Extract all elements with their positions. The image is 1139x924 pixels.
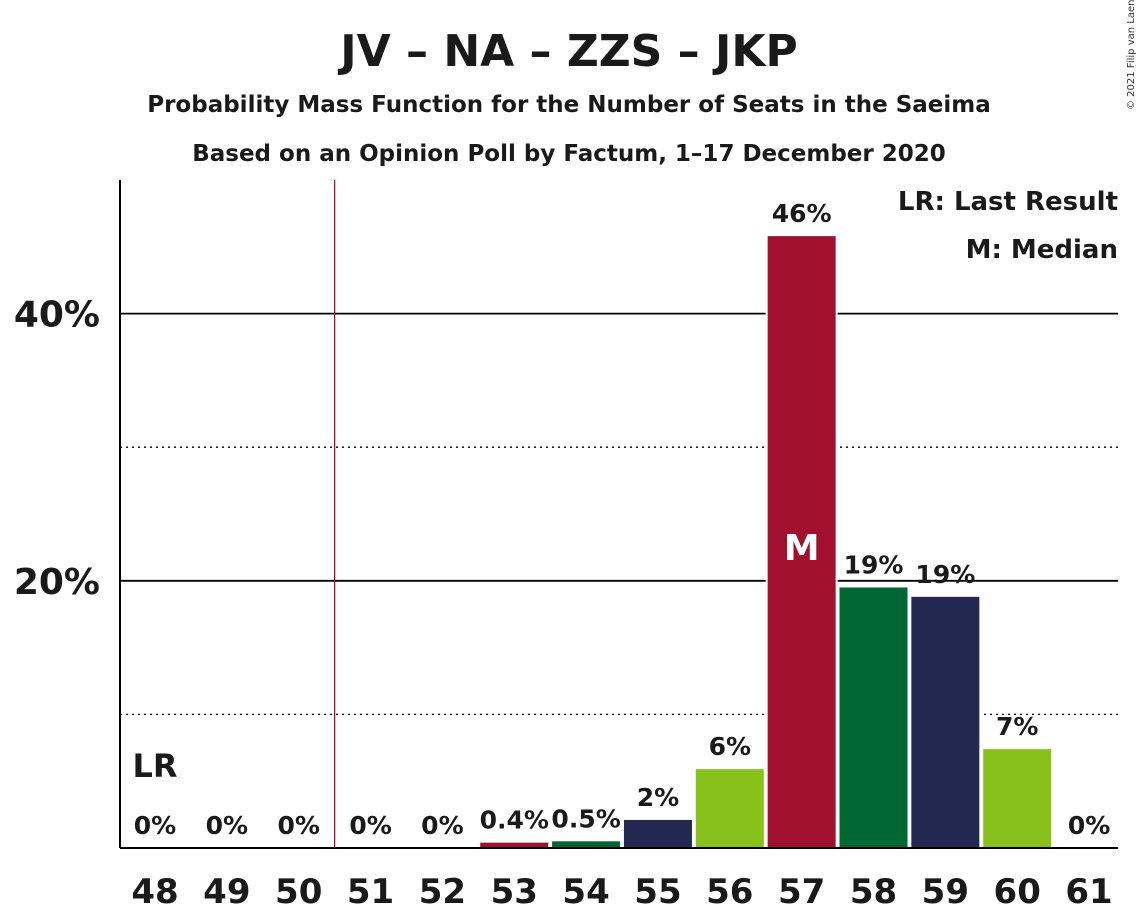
- data-label: 19%: [844, 550, 904, 579]
- gridlines: [120, 180, 1118, 848]
- bar-60: [983, 749, 1052, 848]
- bar-58: [839, 587, 908, 848]
- x-tick-label: 55: [634, 872, 681, 912]
- x-tick-label: 57: [778, 872, 825, 912]
- last-result-marker: LR: [132, 747, 177, 785]
- data-label: 0.4%: [480, 806, 549, 835]
- data-label: 19%: [915, 560, 975, 589]
- x-tick-label: 58: [850, 872, 897, 912]
- x-tick-label: 56: [706, 872, 753, 912]
- data-label: 0%: [134, 811, 176, 840]
- bar-54: [552, 841, 621, 848]
- x-tick-label: 54: [562, 872, 609, 912]
- x-tick-label: 49: [203, 872, 250, 912]
- copyright-notice: © 2021 Filip van Laenen: [1126, 0, 1137, 110]
- x-tick-label: 60: [994, 872, 1041, 912]
- data-label: 0%: [349, 811, 391, 840]
- data-label: 0.5%: [551, 804, 620, 833]
- data-label: 0%: [421, 811, 463, 840]
- data-label: 7%: [996, 712, 1038, 741]
- chart-title: JV – NA – ZZS – JKP: [337, 26, 797, 77]
- x-tick-label: 51: [347, 872, 394, 912]
- chart-subtitle: Probability Mass Function for the Number…: [147, 92, 991, 118]
- bar-59: [911, 596, 980, 848]
- legend-last-result: LR: Last Result: [898, 187, 1118, 217]
- data-label: 2%: [637, 783, 679, 812]
- x-tick-label: 50: [275, 872, 322, 912]
- data-label: 0%: [206, 811, 248, 840]
- chart-source: Based on an Opinion Poll by Factum, 1–17…: [192, 141, 946, 167]
- data-label: 0%: [277, 811, 319, 840]
- data-label: 0%: [1068, 811, 1110, 840]
- axes: 20% 40% 48 49 50 51 52 53 54 55 56 57 58 59 60 61: [14, 180, 1118, 912]
- x-tick-label: 53: [491, 872, 538, 912]
- data-labels: 0% 0% 0% 0% 0% 0.4% 0.5% 2% 6% 46% 19% 19% 7% 0% M LR: [132, 199, 1110, 840]
- bar-53: [480, 842, 549, 848]
- y-tick-label: 40%: [14, 295, 100, 336]
- x-tick-label: 52: [419, 872, 466, 912]
- legend-median: M: Median: [966, 235, 1118, 265]
- x-tick-label: 59: [922, 872, 969, 912]
- x-tick-label: 48: [131, 872, 178, 912]
- data-label: 6%: [709, 732, 751, 761]
- bar-56: [695, 769, 764, 848]
- bars: [478, 234, 1054, 848]
- bar-55: [623, 819, 692, 848]
- median-marker: M: [784, 528, 820, 569]
- y-tick-label: 20%: [14, 562, 100, 603]
- data-label: 46%: [772, 199, 832, 228]
- x-tick-label: 61: [1065, 872, 1112, 912]
- bar-57: [767, 236, 836, 848]
